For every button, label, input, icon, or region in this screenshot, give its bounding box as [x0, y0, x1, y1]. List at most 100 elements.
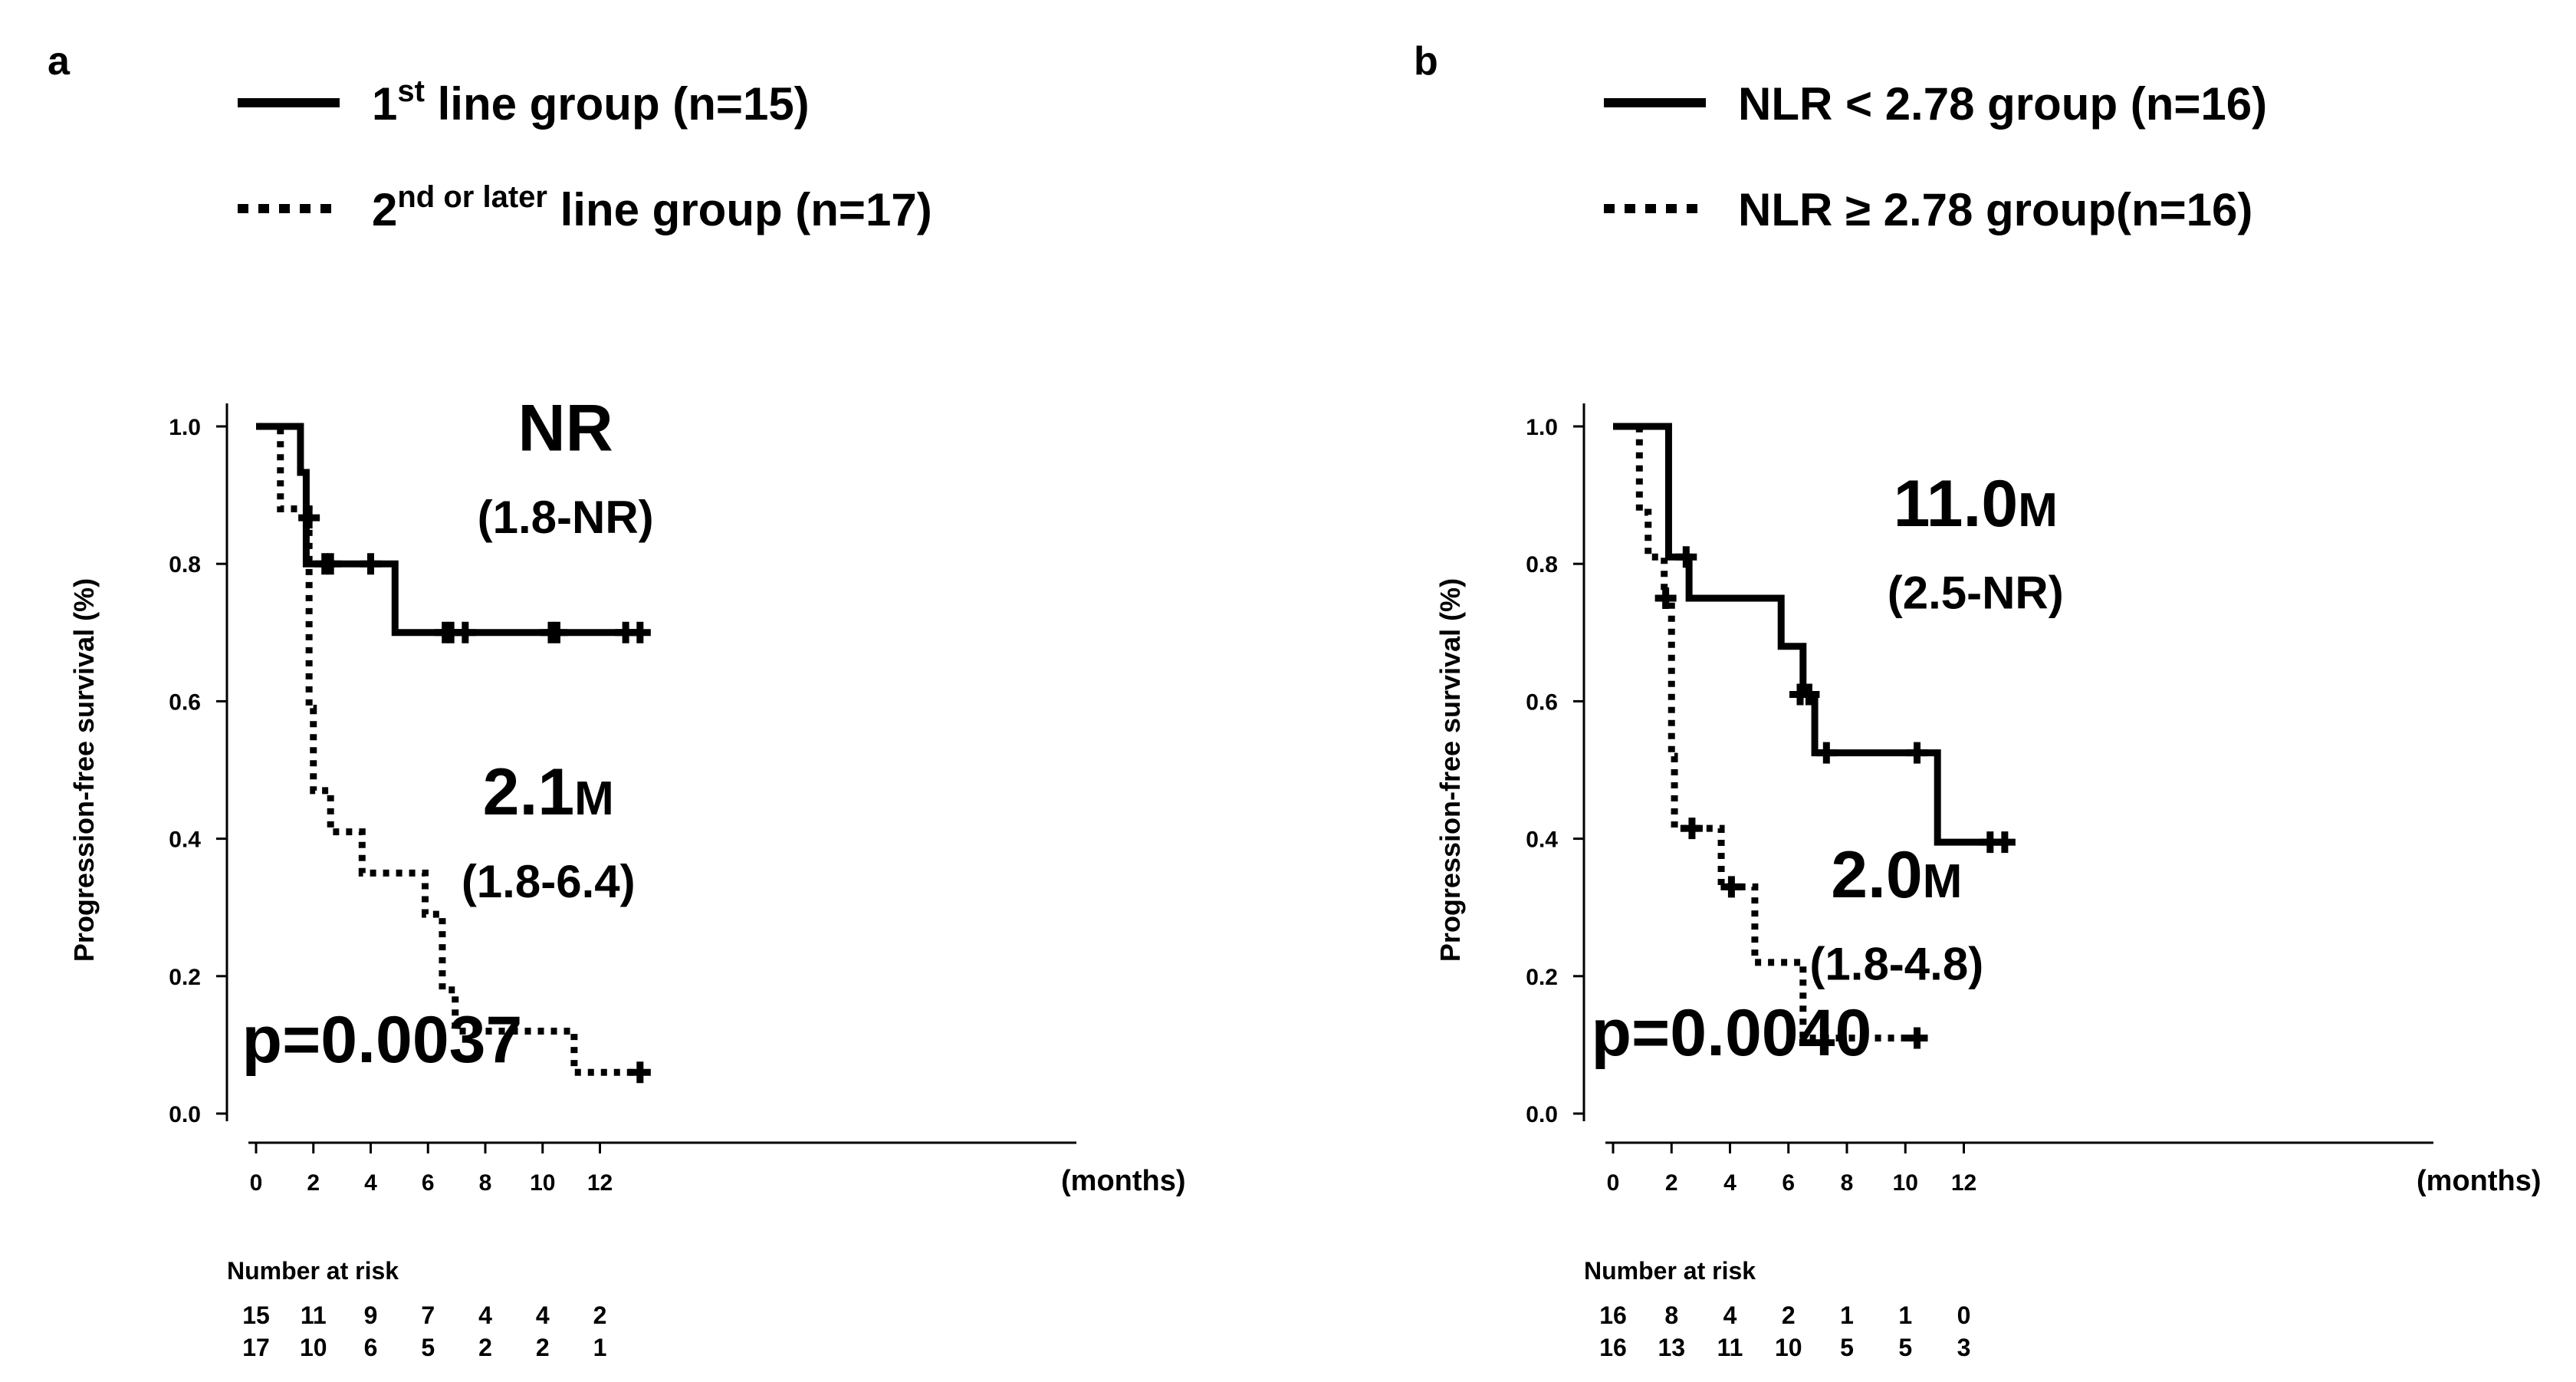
risk-table-cell: 9	[364, 1301, 378, 1329]
risk-table-cell: 0	[1957, 1301, 1971, 1329]
risk-table-cell: 10	[1775, 1334, 1802, 1361]
risk-table-cell: 6	[364, 1334, 378, 1361]
risk-table-title: Number at risk	[227, 1257, 399, 1285]
annotation-text: 2.1	[483, 755, 575, 829]
annotation-text: (2.5-NR)	[1888, 567, 2064, 618]
legend-text: 2	[372, 184, 397, 235]
annotation-text: (1.8-6.4)	[462, 856, 636, 907]
risk-table-cell: 1	[593, 1334, 607, 1361]
annotation-3: 2.0M	[1831, 838, 1962, 912]
x-tick-label: 12	[587, 1170, 613, 1196]
legend-superscript: st	[397, 74, 425, 108]
annotation-2: (1.8-NR)	[478, 492, 654, 543]
x-tick-label: 10	[1893, 1170, 1918, 1196]
risk-table-cell: 2	[1782, 1301, 1796, 1329]
y-axis-label: Progression-free survival (%)	[1434, 578, 1466, 962]
risk-table-cell: 1	[1840, 1301, 1854, 1329]
annotation-1: 11.0M	[1894, 467, 2058, 541]
risk-table-cell: 2	[536, 1334, 550, 1361]
annotation-text: NR	[518, 391, 613, 465]
x-tick-label: 6	[422, 1170, 435, 1196]
x-tick-label: 6	[1782, 1170, 1795, 1196]
risk-table-cell: 4	[478, 1301, 492, 1329]
annotation-text: (1.8-4.8)	[1809, 938, 1983, 989]
risk-table-cell: 8	[1664, 1301, 1678, 1329]
legend-text-rest: line group (n=15)	[425, 78, 810, 130]
y-tick-label: 0.0	[169, 1102, 201, 1127]
annotation-text: 11.0	[1894, 467, 2019, 541]
x-axis-label: (months)	[2417, 1165, 2542, 1197]
annotation-unit: M	[2018, 484, 2058, 537]
risk-table-cell: 16	[1599, 1301, 1627, 1329]
annotation-unit: M	[1923, 855, 1963, 908]
annotation-text: (1.8-NR)	[478, 492, 654, 543]
annotation-5: p=0.0040	[1592, 996, 1872, 1070]
risk-table-cell: 17	[242, 1334, 270, 1361]
risk-table-cell: 10	[300, 1334, 327, 1361]
chart-panel-b: b NLR < 2.78 group (n=16) NLR ≥ 2.78 group…	[1414, 39, 2542, 1361]
x-tick-label: 10	[530, 1170, 555, 1196]
risk-table-cell: 5	[421, 1334, 435, 1361]
x-tick-label: 0	[1607, 1170, 1620, 1196]
legend-text: NLR < 2.78 group (n=16)	[1738, 78, 2267, 130]
x-tick-label: 8	[479, 1170, 492, 1196]
panel-label: a	[48, 39, 71, 84]
risk-table-cell: 2	[478, 1334, 492, 1361]
y-tick-label: 0.8	[169, 552, 201, 577]
x-tick-label: 8	[1841, 1170, 1854, 1196]
x-tick-label: 4	[1723, 1170, 1737, 1196]
x-tick-label: 2	[1665, 1170, 1678, 1196]
km-curve-dotted	[1613, 423, 1917, 1041]
risk-table-cell: 2	[593, 1301, 607, 1329]
legend-label-2: NLR ≥ 2.78 group(n=16)	[1738, 184, 2252, 235]
y-tick-label: 0.4	[1526, 828, 1558, 853]
annotation-text: p=0.0037	[242, 1003, 523, 1077]
risk-table-cell: 5	[1840, 1334, 1854, 1361]
legend-text-rest: line group (n=17)	[547, 184, 932, 235]
annotation-text: p=0.0040	[1592, 996, 1872, 1070]
y-tick-label: 1.0	[1526, 415, 1558, 440]
x-tick-label: 4	[364, 1170, 377, 1196]
x-tick-label: 2	[307, 1170, 320, 1196]
risk-table-title: Number at risk	[1584, 1257, 1756, 1285]
risk-table-cell: 16	[1599, 1334, 1627, 1361]
y-tick-label: 0.6	[1526, 689, 1558, 715]
y-axis-label: Progression-free survival (%)	[68, 578, 100, 962]
annotation-1: NR	[518, 391, 613, 465]
y-tick-label: 0.8	[1526, 552, 1558, 577]
risk-table-cell: 11	[1717, 1334, 1743, 1361]
legend-superscript: nd or later	[397, 180, 547, 214]
y-tick-label: 0.0	[1526, 1102, 1558, 1127]
risk-table-cell: 4	[1723, 1301, 1737, 1329]
x-tick-label: 0	[250, 1170, 263, 1196]
annotation-text: 2.0	[1831, 838, 1923, 912]
risk-table-cell: 11	[301, 1301, 327, 1329]
y-tick-label: 0.4	[169, 828, 201, 853]
legend-text: 1	[372, 78, 397, 130]
risk-table-cell: 1	[1898, 1301, 1912, 1329]
y-tick-label: 0.2	[1526, 965, 1558, 990]
annotation-4: (1.8-6.4)	[462, 856, 636, 907]
risk-table-cell: 7	[421, 1301, 435, 1329]
annotation-2: (2.5-NR)	[1888, 567, 2064, 618]
risk-table-cell: 3	[1957, 1334, 1971, 1361]
legend-label-1: NLR < 2.78 group (n=16)	[1738, 78, 2267, 130]
legend-label-2: 2nd or later line group (n=17)	[372, 180, 932, 235]
risk-table-cell: 5	[1898, 1334, 1912, 1361]
risk-table-cell: 13	[1658, 1334, 1685, 1361]
annotation-3: 2.1M	[483, 755, 614, 829]
y-tick-label: 1.0	[169, 415, 201, 440]
annotation-unit: M	[574, 772, 614, 825]
annotation-4: (1.8-4.8)	[1809, 938, 1983, 989]
risk-table-cell: 4	[536, 1301, 550, 1329]
legend-text: NLR ≥ 2.78 group(n=16)	[1738, 184, 2252, 235]
risk-table-cell: 15	[242, 1301, 270, 1329]
x-tick-label: 12	[1951, 1170, 1976, 1196]
km-curve-dotted	[256, 423, 640, 1076]
legend-label-1: 1st line group (n=15)	[372, 74, 810, 130]
x-axis-label: (months)	[1061, 1165, 1186, 1197]
annotation-5: p=0.0037	[242, 1003, 523, 1077]
y-tick-label: 0.2	[169, 965, 201, 990]
